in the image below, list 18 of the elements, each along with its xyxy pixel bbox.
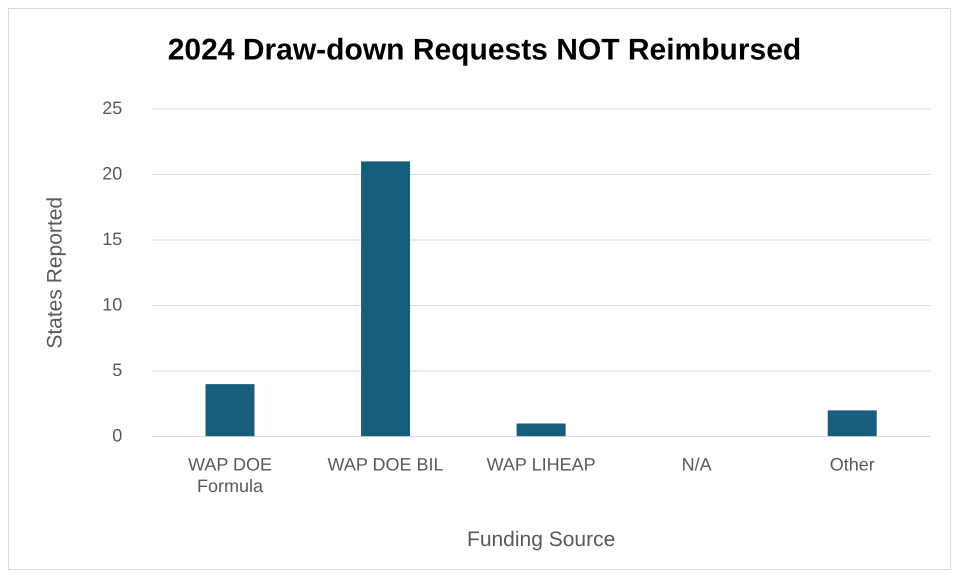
x-axis-title: Funding Source (466, 528, 616, 552)
chart-title: 2024 Draw-down Requests NOT Reimbursed (168, 33, 802, 66)
bar (206, 384, 254, 436)
y-tick-label: 25 (102, 98, 122, 118)
bar (516, 423, 566, 436)
x-tick-label: WAP DOE Formula (188, 454, 272, 496)
y-tick-label: 20 (102, 163, 122, 184)
y-tick-label: 15 (102, 229, 122, 250)
y-tick-label: 5 (112, 360, 122, 380)
x-tick-label: WAP DOE BIL (328, 454, 444, 474)
x-tick-label: Other (830, 454, 875, 474)
x-tick-label: N/A (682, 454, 712, 474)
bar (361, 161, 410, 436)
y-tick-label: 10 (102, 294, 122, 315)
y-axis-title: States Reported (43, 196, 66, 349)
bar (828, 410, 877, 436)
y-tick-label: 0 (112, 426, 122, 446)
x-tick-label: WAP LIHEAP (486, 454, 596, 474)
